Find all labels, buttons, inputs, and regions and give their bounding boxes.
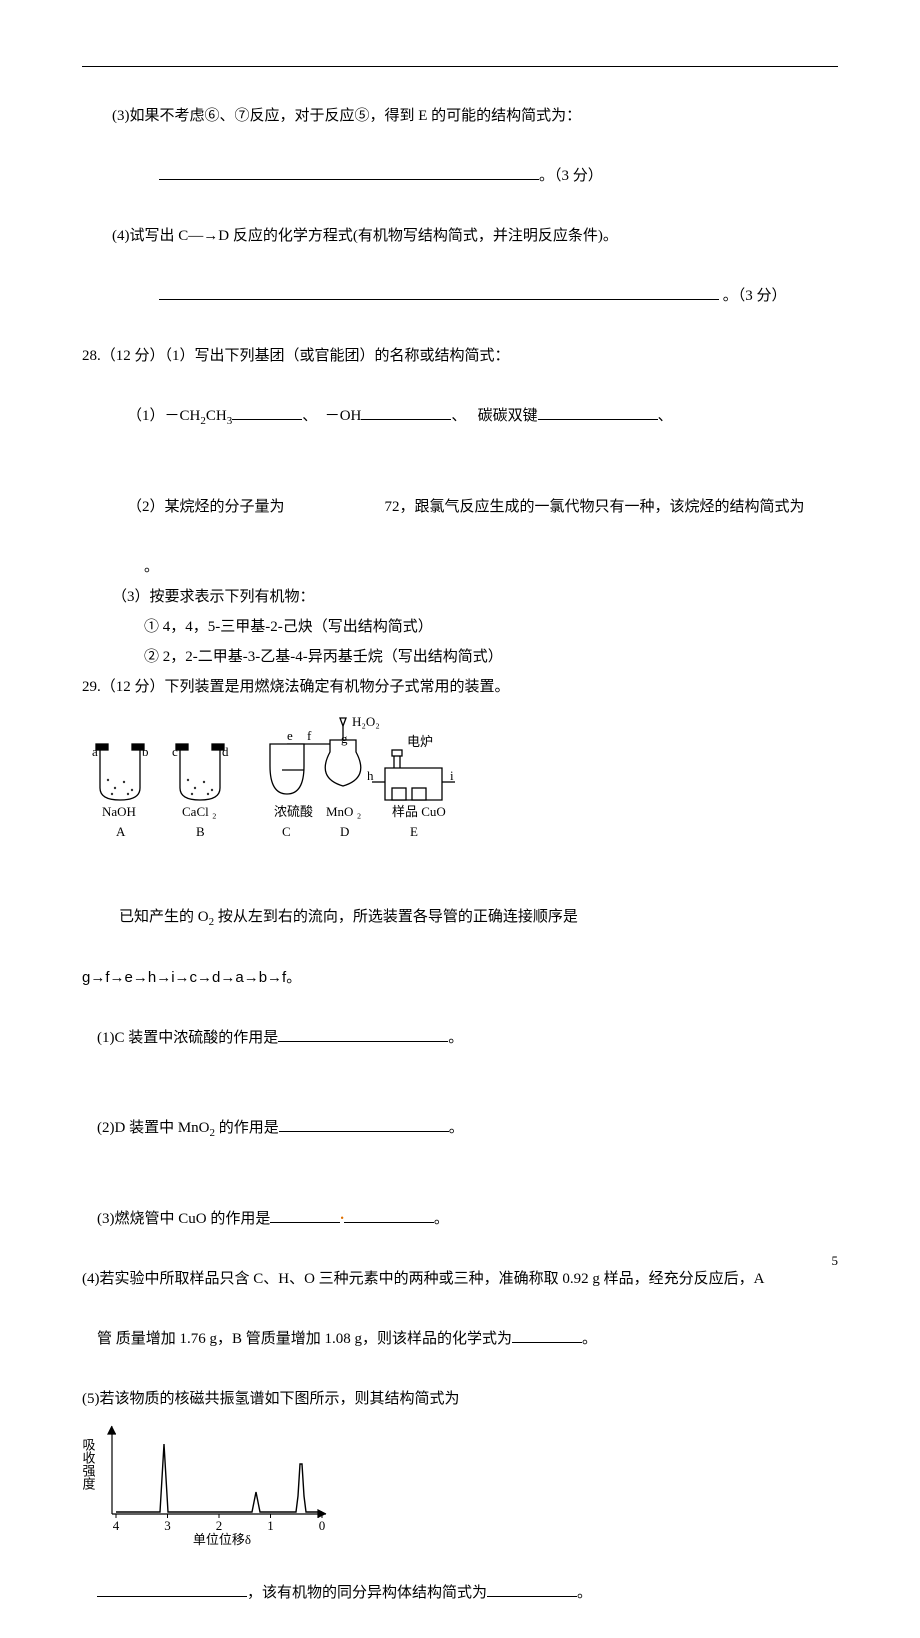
blank-line[interactable] xyxy=(538,404,658,420)
label-i: i xyxy=(450,768,454,783)
label-B-cap: B xyxy=(196,824,205,839)
label-h: h xyxy=(367,768,374,783)
label-C-cap: C xyxy=(282,824,291,839)
label-d: d xyxy=(222,744,229,759)
q29-s5: (5)若该物质的核磁共振氢谱如下图所示，则其结构简式为 xyxy=(82,1384,838,1414)
svg-text:2: 2 xyxy=(216,1518,223,1533)
text: CH xyxy=(206,408,227,424)
label-D-cap: D xyxy=(340,824,349,839)
q27-sub3-tail: 。（3 分） xyxy=(539,168,603,184)
blank-line[interactable] xyxy=(512,1327,582,1343)
text: 已知产生的 O xyxy=(119,909,209,925)
label-a: a xyxy=(92,744,98,759)
blank-line[interactable] xyxy=(361,404,451,420)
q28-sub2: （2）某烷烃的分子量为 72，跟氯气反应生成的一氯代物只有一种，该烷烃的结构简式为 xyxy=(82,462,838,552)
blank-line[interactable] xyxy=(279,1116,449,1132)
blank-line[interactable] xyxy=(344,1207,434,1223)
text: 。 xyxy=(434,1211,449,1227)
text: 。 xyxy=(449,1120,464,1136)
label-A-cap: A xyxy=(116,824,126,839)
apparatus-figure: H₂O₂ e f g 电炉 h i 样品 CuO E 浓硫酸 xyxy=(82,708,470,868)
blank-line[interactable] xyxy=(159,164,539,180)
text: 管 质量增加 1.76 g，B 管质量增加 1.08 g，则该样品的化学式为 xyxy=(97,1331,512,1347)
text: 、 －OH xyxy=(302,408,361,424)
svg-text:3: 3 xyxy=(164,1518,171,1533)
label-cacl: CaCl ₂ xyxy=(182,804,217,819)
blank-line[interactable] xyxy=(270,1207,340,1223)
q29-s4: (4)若实验中所取样品只含 C、H、O 三种元素中的两种或三种，准确称取 0.9… xyxy=(82,1264,838,1294)
q29-s6: ，该有机物的同分异构体结构简式为 。 xyxy=(82,1548,838,1638)
text: 、 xyxy=(658,408,673,424)
q27-sub3: (3)如果不考虑⑥、⑦反应，对于反应⑤，得到 E 的可能的结构简式为： xyxy=(82,101,838,131)
text: 72，跟氯气反应生成的一氯代物只有一种，该烷烃的结构简式为 xyxy=(385,499,805,515)
q27-sub4: (4)试写出 C—→D 反应的化学方程式(有机物写结构简式，并注明反应条件)。 xyxy=(82,221,838,251)
q28-head: 28.（12 分）（1）写出下列基团（或官能团）的名称或结构简式： xyxy=(82,341,838,371)
q27-sub4-blank: 。（3 分） xyxy=(82,251,838,341)
q29-s1: (1)C 装置中浓硫酸的作用是 。 xyxy=(82,993,838,1083)
label-b: b xyxy=(142,744,149,759)
nmr-xlabel: 单位位移δ xyxy=(193,1532,251,1546)
blank-line[interactable] xyxy=(97,1581,247,1597)
text: 的作用是 xyxy=(215,1120,279,1136)
text: 。 xyxy=(577,1585,592,1601)
svg-text:4: 4 xyxy=(113,1518,120,1533)
text: （2）某烷烃的分子量为 xyxy=(127,499,285,515)
nmr-figure: 吸收强度 4 3 2 1 0 单位位移δ xyxy=(82,1418,342,1546)
text: g→f→e→h→i→c→d→a→b→f。 xyxy=(82,969,301,986)
label-sample: 样品 CuO xyxy=(392,804,446,819)
text: ，该有机物的同分异构体结构简式为 xyxy=(247,1585,487,1601)
q29-seq: g→f→e→h→i→c→d→a→b→f。 xyxy=(82,963,838,993)
q27-sub4-tail: 。（3 分） xyxy=(719,288,787,304)
blank-line[interactable] xyxy=(232,404,302,420)
text: 按从左到右的流向，所选装置各导管的正确连接顺序是 xyxy=(214,909,578,925)
text: (2)D 装置中 MnO xyxy=(97,1120,210,1136)
q28-sub3: （3）按要求表示下列有机物： xyxy=(82,582,838,612)
q28-sub1: （1）－CH2CH3、 －OH、 碳碳双键、 xyxy=(82,371,838,462)
label-c: c xyxy=(172,744,178,759)
blank-line[interactable] xyxy=(487,1581,577,1597)
label-electric: 电炉 xyxy=(407,734,433,749)
q28-sub3-1: ① 4，4，5-三甲基-2-己炔（写出结构简式） xyxy=(82,612,838,642)
label-mno2: MnO ₂ xyxy=(326,804,361,819)
blank-line[interactable] xyxy=(159,284,719,300)
q28-sub2-c: 。 xyxy=(82,552,838,582)
q27-sub3-blank: 。（3 分） xyxy=(82,131,838,221)
text: 、 碳碳双键 xyxy=(451,408,537,424)
q29-note: 已知产生的 O2 按从左到右的流向，所选装置各导管的正确连接顺序是 xyxy=(82,872,838,963)
label-h2o2: H₂O₂ xyxy=(352,714,380,729)
label-e: e xyxy=(287,728,293,743)
page-number: 5 xyxy=(832,1248,839,1274)
blank-line[interactable] xyxy=(278,1026,448,1042)
text: (3)燃烧管中 CuO 的作用是 xyxy=(97,1211,270,1227)
text: (1)C 装置中浓硫酸的作用是 xyxy=(97,1030,278,1046)
text: 。 xyxy=(582,1331,597,1347)
label-f: f xyxy=(307,728,312,743)
q29-s4b: 管 质量增加 1.76 g，B 管质量增加 1.08 g，则该样品的化学式为 。 xyxy=(82,1294,838,1384)
label-naoh: NaOH xyxy=(102,804,136,819)
nmr-ylabel: 吸收强度 xyxy=(82,1438,96,1490)
q29-s3: (3)燃烧管中 CuO 的作用是•。 xyxy=(82,1174,838,1264)
label-E-cap: E xyxy=(410,824,418,839)
text: （1）－CH xyxy=(127,408,200,424)
text: 。 xyxy=(448,1030,463,1046)
q28-sub3-2: ② 2，2-二甲基-3-乙基-4-异丙基壬烷（写出结构简式） xyxy=(82,642,838,672)
svg-text:1: 1 xyxy=(267,1518,274,1533)
label-g: g xyxy=(341,731,348,746)
svg-text:0: 0 xyxy=(319,1518,326,1533)
q29-head: 29.（12 分）下列装置是用燃烧法确定有机物分子式常用的装置。 xyxy=(82,672,838,702)
q29-s2: (2)D 装置中 MnO2 的作用是。 xyxy=(82,1083,838,1174)
label-h2so4: 浓硫酸 xyxy=(274,804,313,819)
